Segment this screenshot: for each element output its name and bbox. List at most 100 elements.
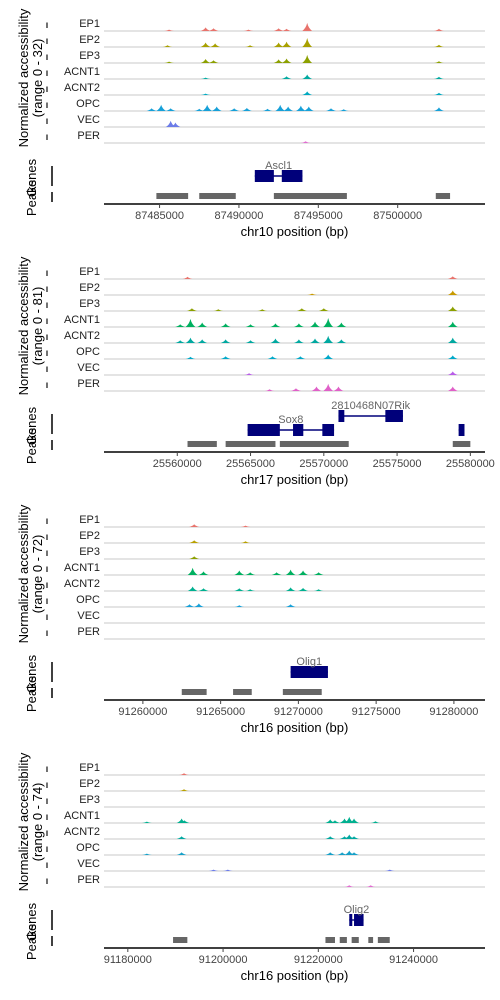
track-tick-mark: ‖ [46, 351, 49, 358]
track-tick-mark: ‖ [46, 599, 49, 606]
peak-region [339, 937, 347, 943]
track-label: EP3 [79, 794, 100, 806]
coverage-peak [298, 570, 309, 575]
track-label: ACNT1 [64, 314, 100, 326]
track-tick-mark: ‖ [46, 519, 49, 526]
track-tick-mark: ‖ [46, 863, 49, 870]
coverage-peak [344, 816, 355, 823]
panel-1: Normalized accessibility (range 0 - 32)‖ E… [16, 8, 485, 239]
coverage-peak [262, 108, 273, 111]
coverage-peak [187, 586, 198, 591]
track-tick-mark: ‖ [46, 815, 49, 822]
coverage-peak [447, 290, 458, 295]
peak-region [377, 937, 390, 943]
coverage-peak [197, 339, 208, 343]
coverage-peak [273, 28, 284, 31]
gene-exon [254, 170, 274, 182]
x-tick-label: 25560000 [153, 458, 202, 470]
track-tick-mark: ‖ [46, 551, 49, 558]
track-label: VEC [77, 362, 100, 374]
panel-2: Normalized accessibility (range 0 - 81)‖ E… [16, 256, 495, 487]
track-label: EP3 [79, 50, 100, 62]
coverage-peak [300, 141, 311, 143]
gene-exon [322, 424, 335, 436]
peak-region [173, 937, 188, 943]
y-axis-title: Normalized accessibility [16, 8, 31, 147]
coverage-peak [213, 309, 224, 311]
coverage-peak [281, 41, 292, 47]
peak-region [351, 937, 359, 943]
coverage-peak [175, 324, 186, 327]
track-label: OPC [76, 842, 100, 854]
coverage-peak [295, 105, 306, 111]
track-tick-mark: ‖ [46, 135, 49, 142]
coverage-peak [338, 109, 349, 111]
track-label: EP2 [79, 282, 100, 294]
gene-exon [458, 424, 465, 436]
track-tick-mark: ‖ [46, 271, 49, 278]
peak-region [435, 193, 451, 199]
coverage-peak [198, 588, 209, 591]
track-tick-mark: ‖ [46, 119, 49, 126]
coverage-peak [245, 589, 256, 591]
x-axis-title: chr16 position (bp) [241, 720, 349, 735]
coverage-peak [293, 323, 304, 327]
track-tick-mark: ‖ [46, 335, 49, 342]
coverage-peak [433, 61, 444, 63]
coverage-peak [165, 108, 176, 111]
peak-region [452, 441, 471, 447]
coverage-peak [310, 338, 321, 343]
coverage-peak [303, 106, 314, 111]
coverage-peak [370, 821, 381, 823]
coverage-peak [447, 371, 458, 375]
coverage-peak [329, 820, 340, 823]
peak-region [199, 193, 236, 199]
track-tick-mark: ‖ [46, 87, 49, 94]
coverage-peak [344, 850, 355, 855]
track-label: ACNT2 [64, 330, 100, 342]
peak-region [282, 689, 322, 695]
peak-region [181, 689, 207, 695]
coverage-peak [302, 91, 313, 95]
coverage-peak [179, 820, 190, 823]
coverage-peak [302, 54, 313, 63]
track-tick-mark: ‖ [46, 631, 49, 638]
gene-exon [293, 424, 304, 436]
coverage-peak [270, 338, 281, 343]
y-axis-title: Normalized accessibility [16, 504, 31, 643]
coverage-peak [202, 104, 213, 111]
coverage-peak [433, 28, 444, 31]
gene-exon [290, 666, 328, 678]
coverage-peak [189, 556, 200, 559]
coverage-peak [243, 29, 254, 31]
coverage-peak [313, 589, 324, 591]
coverage-peak [336, 339, 347, 343]
coverage-peak [198, 571, 209, 575]
coverage-peak [220, 356, 231, 359]
track-tick-mark: ‖ [46, 39, 49, 46]
gene-exon [385, 410, 403, 422]
coverage-peak [220, 339, 231, 343]
coverage-peak [200, 93, 211, 95]
coverage-peak [293, 339, 304, 343]
coverage-peak [185, 356, 196, 359]
track-label: PER [77, 130, 100, 142]
gene-exon [247, 424, 280, 436]
track-label: EP3 [79, 298, 100, 310]
peaks-track-title: Peaks [24, 675, 39, 712]
coverage-peak [349, 836, 360, 839]
coverage-peak [275, 104, 286, 111]
track-label: OPC [76, 594, 100, 606]
coverage-peak [447, 337, 458, 343]
coverage-peak [184, 604, 195, 607]
coverage-peak [200, 58, 211, 63]
coverage-peak [285, 587, 296, 591]
track-label: PER [77, 626, 100, 638]
coverage-peak [200, 42, 211, 47]
coverage-peak [326, 108, 337, 111]
coverage-peak [349, 852, 360, 855]
x-tick-label: 91180000 [104, 954, 152, 966]
x-tick-label: 91260000 [118, 706, 167, 718]
coverage-peak [349, 818, 360, 823]
coverage-peak [234, 605, 245, 607]
